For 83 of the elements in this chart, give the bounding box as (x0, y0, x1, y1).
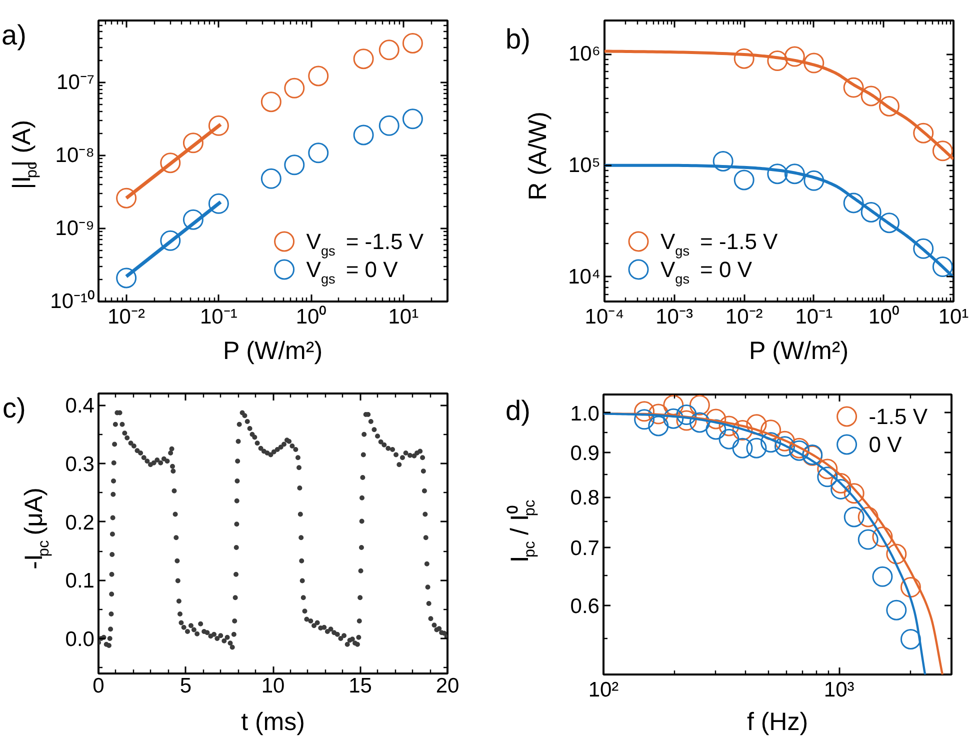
point (886, 544, 907, 564)
point (844, 506, 864, 528)
y-tick-label: 0.1 (65, 570, 95, 593)
point (689, 412, 710, 433)
point (676, 404, 697, 426)
x-tick-label: 10⁰ (296, 306, 326, 328)
y-axis-title: R (A/W) (524, 111, 552, 200)
y-tick-label: 0.6 (570, 595, 600, 618)
y-tick-label: 10⁵ (568, 154, 601, 177)
point (858, 529, 878, 550)
y-tick-label: 10⁻⁹ (55, 216, 95, 240)
y-tick-label: 10⁻⁷ (56, 70, 95, 94)
point (886, 600, 907, 620)
x-tick-label: 20 (436, 674, 460, 698)
point (872, 526, 893, 548)
x-tick-label: 10¹ (388, 306, 419, 328)
point (746, 438, 767, 458)
point (634, 401, 655, 422)
x-axis-title: P (W/m²) (223, 336, 323, 365)
y-tick-label: 0.3 (65, 453, 95, 476)
y-axis-title: -Ipc (μA) (20, 488, 53, 570)
x-tick-label: 10⁻³ (656, 306, 693, 328)
y-axis-title: Ipc / I⁰pc (506, 500, 539, 563)
point (648, 416, 669, 436)
legend-label: 0 V (868, 432, 902, 458)
y-tick-label: 10⁻⁸ (55, 144, 94, 167)
point (858, 506, 878, 528)
legend-label: -1.5 V (868, 404, 928, 430)
point (663, 394, 684, 416)
y-tick-label: 10⁶ (568, 42, 601, 66)
x-tick-label: 10 (261, 674, 285, 698)
x-tick-label: 10⁻¹ (200, 306, 238, 328)
x-axis-title: t (ms) (241, 708, 305, 736)
point (872, 566, 893, 587)
point (760, 420, 782, 440)
chart-title: d) (506, 395, 530, 426)
x-tick-label: 15 (348, 674, 372, 698)
chart-title: b) (506, 24, 530, 55)
point (774, 436, 796, 457)
point (774, 430, 796, 452)
point (634, 409, 655, 430)
x-tick-label: 10³ (824, 678, 854, 702)
point (760, 432, 782, 453)
x-tick-label: 10⁻² (108, 306, 145, 328)
point (676, 410, 697, 431)
x-tick-label: 10¹ (938, 306, 969, 328)
x-tick-label: 10⁰ (868, 306, 899, 328)
y-tick-label: 10⁴ (568, 265, 601, 288)
point (706, 419, 726, 440)
x-tick-label: 10⁻² (725, 306, 763, 328)
x-tick-label: 10² (588, 678, 619, 702)
point (648, 404, 669, 424)
x-tick-label: 10⁻⁴ (584, 306, 624, 328)
y-tick-label: 0.0 (65, 628, 95, 651)
y-tick-label: 0.7 (570, 537, 600, 560)
point (706, 408, 726, 430)
point (817, 466, 838, 488)
point (900, 628, 921, 650)
point (900, 577, 921, 598)
point (732, 438, 753, 458)
y-tick-label: 0.9 (570, 442, 600, 466)
point (689, 394, 710, 416)
y-tick-label: 0.4 (65, 394, 95, 418)
point (830, 478, 852, 500)
point (718, 416, 740, 436)
point (746, 414, 767, 435)
x-tick-label: 5 (180, 674, 192, 698)
chart-title: a) (2, 20, 26, 51)
x-axis-title: P (W/m²) (749, 336, 849, 365)
point (732, 420, 753, 441)
y-tick-label: 10⁻¹⁰ (50, 290, 95, 313)
y-tick-label: 0.2 (65, 511, 95, 534)
point (663, 408, 684, 429)
point (718, 428, 740, 450)
chart-title: c) (2, 392, 26, 424)
y-tick-label: 1.0 (570, 402, 600, 426)
y-tick-label: 0.8 (570, 486, 600, 510)
x-tick-label: 0 (92, 674, 104, 698)
x-tick-label: 10⁻¹ (795, 306, 833, 328)
point (817, 458, 838, 480)
x-axis-title: f (Hz) (746, 708, 808, 736)
point (844, 483, 864, 504)
point (830, 473, 852, 494)
